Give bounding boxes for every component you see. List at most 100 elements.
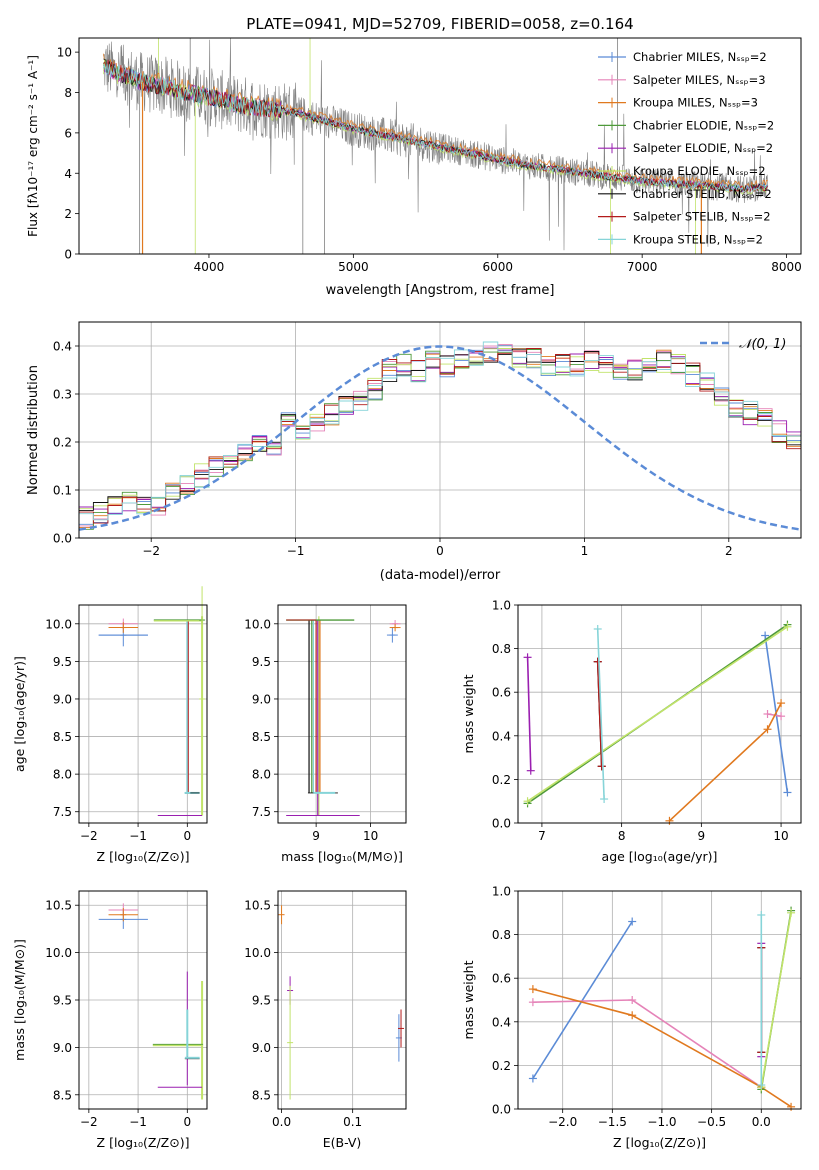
mass-z-ytick-label: 10.0 bbox=[45, 946, 72, 960]
weight-age-ytick-label: 0.8 bbox=[492, 642, 511, 656]
spectrum-ytick-label: 2 bbox=[64, 207, 72, 221]
residual-histogram-step bbox=[79, 341, 801, 521]
mass-z-xtick-label: −1 bbox=[129, 1115, 147, 1129]
spectrum-series bbox=[103, 38, 769, 254]
age-mass-frame bbox=[277, 604, 407, 824]
age-z-ytick-label: 8.5 bbox=[53, 730, 72, 744]
mass-ebv-ytick-label: 8.5 bbox=[252, 1088, 271, 1102]
mass-ebv-ytick-label: 10.5 bbox=[244, 899, 271, 913]
spectrum-ylabel: Flux [fλ10⁻¹⁷ erg cm⁻² s⁻¹ A⁻¹] bbox=[26, 55, 40, 237]
weight-age-ytick-label: 0.4 bbox=[492, 729, 511, 743]
age-z-ytick-label: 8.0 bbox=[53, 768, 72, 782]
residual-xtick-label: 0 bbox=[436, 544, 444, 558]
age-z-ylabel: age [log₁₀(age/yr)] bbox=[12, 656, 27, 772]
age-z-xtick-label: 0 bbox=[183, 829, 191, 843]
weight-age-frame bbox=[517, 604, 802, 824]
spectrum-panel: PLATE=0941, MJD=52709, FIBERID=0058, z=0… bbox=[26, 15, 802, 298]
mass-weight-vs-age-panel: 7 8 9 10 0.0 0.2 0.4 0.6 0.8 1.0 age [log₁₀(age/yr… bbox=[461, 599, 802, 864]
model-spectrum-line bbox=[103, 53, 768, 190]
weight-z-ytick-label: 0.0 bbox=[492, 1103, 511, 1117]
weight-age-series-line bbox=[596, 628, 605, 800]
weight-z-ytick-label: 0.2 bbox=[492, 1059, 511, 1073]
spectrum-legend-label: Salpeter STELIB, Nₛₛₚ=2 bbox=[633, 210, 771, 224]
weight-age-plot-area bbox=[523, 620, 792, 825]
residual-xtick-label: −1 bbox=[287, 544, 305, 558]
weight-z-xtick-label: −0.5 bbox=[697, 1115, 726, 1129]
mass-ebv-frame bbox=[277, 890, 407, 1110]
mass-z-xtick-label: −2 bbox=[80, 1115, 98, 1129]
spectrum-xtick-label: 4000 bbox=[194, 260, 225, 274]
weight-z-xlabel: Z [log₁₀(Z/Z⊙)] bbox=[613, 1135, 706, 1150]
mass-z-xtick-label: 0 bbox=[183, 1115, 191, 1129]
residual-ytick-label: 0.1 bbox=[53, 484, 72, 498]
spectrum-legend-label: Chabrier STELIB, Nₛₛₚ=2 bbox=[633, 187, 772, 201]
age-z-xtick-label: −1 bbox=[129, 829, 147, 843]
spectrum-xtick-label: 7000 bbox=[627, 260, 658, 274]
age-mass-ytick-label: 8.0 bbox=[252, 768, 271, 782]
age-mass-xtick-label: 10 bbox=[363, 829, 378, 843]
age-z-ytick-label: 9.0 bbox=[53, 692, 72, 706]
weight-z-ylabel: mass weight bbox=[461, 960, 476, 1039]
weight-age-series-line bbox=[526, 657, 532, 771]
spectrum-xtick-label: 5000 bbox=[338, 260, 369, 274]
weight-age-ylabel: mass weight bbox=[461, 674, 476, 753]
mass-ebv-xtick-label: 0.1 bbox=[343, 1115, 362, 1129]
age-mass-ytick-label: 8.5 bbox=[252, 730, 271, 744]
residual-ticks: −2 −1 0 1 2 0.0 0.1 0.2 0.3 0.4 bbox=[53, 340, 733, 559]
mass-vs-ebv-panel: 0.0 0.1 8.5 9.0 9.5 10.0 10.5 E(B-V) bbox=[244, 890, 407, 1150]
spectrum-legend-label: Kroupa ELODIE, Nₛₛₚ=2 bbox=[633, 164, 766, 178]
age-mass-xlabel: mass [log₁₀(M/M⊙)] bbox=[281, 849, 403, 864]
spectrum-ytick-label: 10 bbox=[57, 46, 72, 60]
spectrum-ticks: 4000 5000 6000 7000 8000 0 2 4 6 8 10 bbox=[57, 46, 802, 274]
residual-panel: −2 −1 0 1 2 0.0 0.1 0.2 0.3 0.4 (data-model)/erro… bbox=[26, 321, 802, 583]
age-z-xtick-label: −2 bbox=[80, 829, 98, 843]
residual-xlabel: (data-model)/error bbox=[380, 568, 501, 583]
weight-age-ytick-label: 0.6 bbox=[492, 686, 511, 700]
spectrum-legend-label: Salpeter ELODIE, Nₛₛₚ=2 bbox=[633, 141, 773, 155]
mass-z-ytick-label: 8.5 bbox=[53, 1088, 72, 1102]
mass-z-plot-area bbox=[98, 903, 204, 1100]
age-mass-ytick-label: 7.5 bbox=[252, 805, 271, 819]
residual-histogram-step bbox=[79, 348, 801, 524]
age-mass-ytick-label: 10.0 bbox=[244, 617, 271, 631]
mass-ebv-ytick-label: 10.0 bbox=[244, 946, 271, 960]
age-mass-ytick-label: 9.5 bbox=[252, 655, 271, 669]
spectrum-legend-label: Chabrier ELODIE, Nₛₛₚ=2 bbox=[633, 118, 774, 132]
mass-z-ytick-label: 9.5 bbox=[53, 994, 72, 1008]
mass-z-ylabel: mass [log₁₀(M/M⊙)] bbox=[12, 939, 27, 1061]
weight-z-ytick-label: 1.0 bbox=[492, 885, 511, 899]
mass-ebv-plot-area bbox=[278, 905, 405, 1100]
spectrum-frame bbox=[78, 37, 802, 255]
weight-z-grid bbox=[518, 890, 801, 1110]
spectrum-ytick-label: 6 bbox=[64, 126, 72, 140]
spectrum-xtick-label: 8000 bbox=[771, 260, 802, 274]
mass-ebv-xlabel: E(B-V) bbox=[323, 1135, 362, 1150]
spectrum-plot-area bbox=[103, 38, 769, 254]
residual-series bbox=[79, 341, 801, 531]
weight-z-frame bbox=[517, 890, 802, 1110]
spectrum-xlabel: wavelength [Angstrom, rest frame] bbox=[326, 283, 555, 298]
weight-z-series-line bbox=[532, 921, 633, 1079]
age-z-xlabel: Z [log₁₀(Z/Z⊙)] bbox=[97, 849, 190, 864]
spectrum-legend-label: Kroupa MILES, Nₛₛₚ=3 bbox=[633, 96, 758, 110]
weight-z-ytick-label: 0.4 bbox=[492, 1015, 511, 1029]
weight-age-xtick-label: 10 bbox=[773, 829, 788, 843]
mass-z-ytick-label: 10.5 bbox=[45, 899, 72, 913]
weight-age-xlabel: age [log₁₀(age/yr)] bbox=[602, 849, 718, 864]
mass-vs-metallicity-panel: −2 −1 0 8.5 9.0 9.5 10.0 10.5 Z [log₁₀(Z/Z⊙)] mas… bbox=[12, 890, 208, 1150]
weight-z-ytick-label: 0.8 bbox=[492, 928, 511, 942]
mass-z-frame bbox=[78, 890, 208, 1110]
mass-ebv-ytick-label: 9.5 bbox=[252, 994, 271, 1008]
residual-ylabel: Normed distribution bbox=[26, 365, 41, 495]
residual-ytick-label: 0.2 bbox=[53, 436, 72, 450]
weight-z-xtick-label: −2.0 bbox=[548, 1115, 577, 1129]
spectrum-legend-label: Kroupa STELIB, Nₛₛₚ=2 bbox=[633, 232, 763, 246]
spectrum-legend: Chabrier MILES, Nₛₛₚ=2 Salpeter MILES, Nₛ… bbox=[598, 50, 774, 246]
residual-ytick-label: 0.3 bbox=[53, 388, 72, 402]
residual-ytick-label: 0.4 bbox=[53, 340, 72, 354]
weight-age-series-line bbox=[596, 661, 603, 767]
spectrum-legend-label: Chabrier MILES, Nₛₛₚ=2 bbox=[633, 50, 767, 64]
weight-age-ytick-label: 0.0 bbox=[492, 817, 511, 831]
spectrum-title: PLATE=0941, MJD=52709, FIBERID=0058, z=0… bbox=[246, 15, 633, 33]
